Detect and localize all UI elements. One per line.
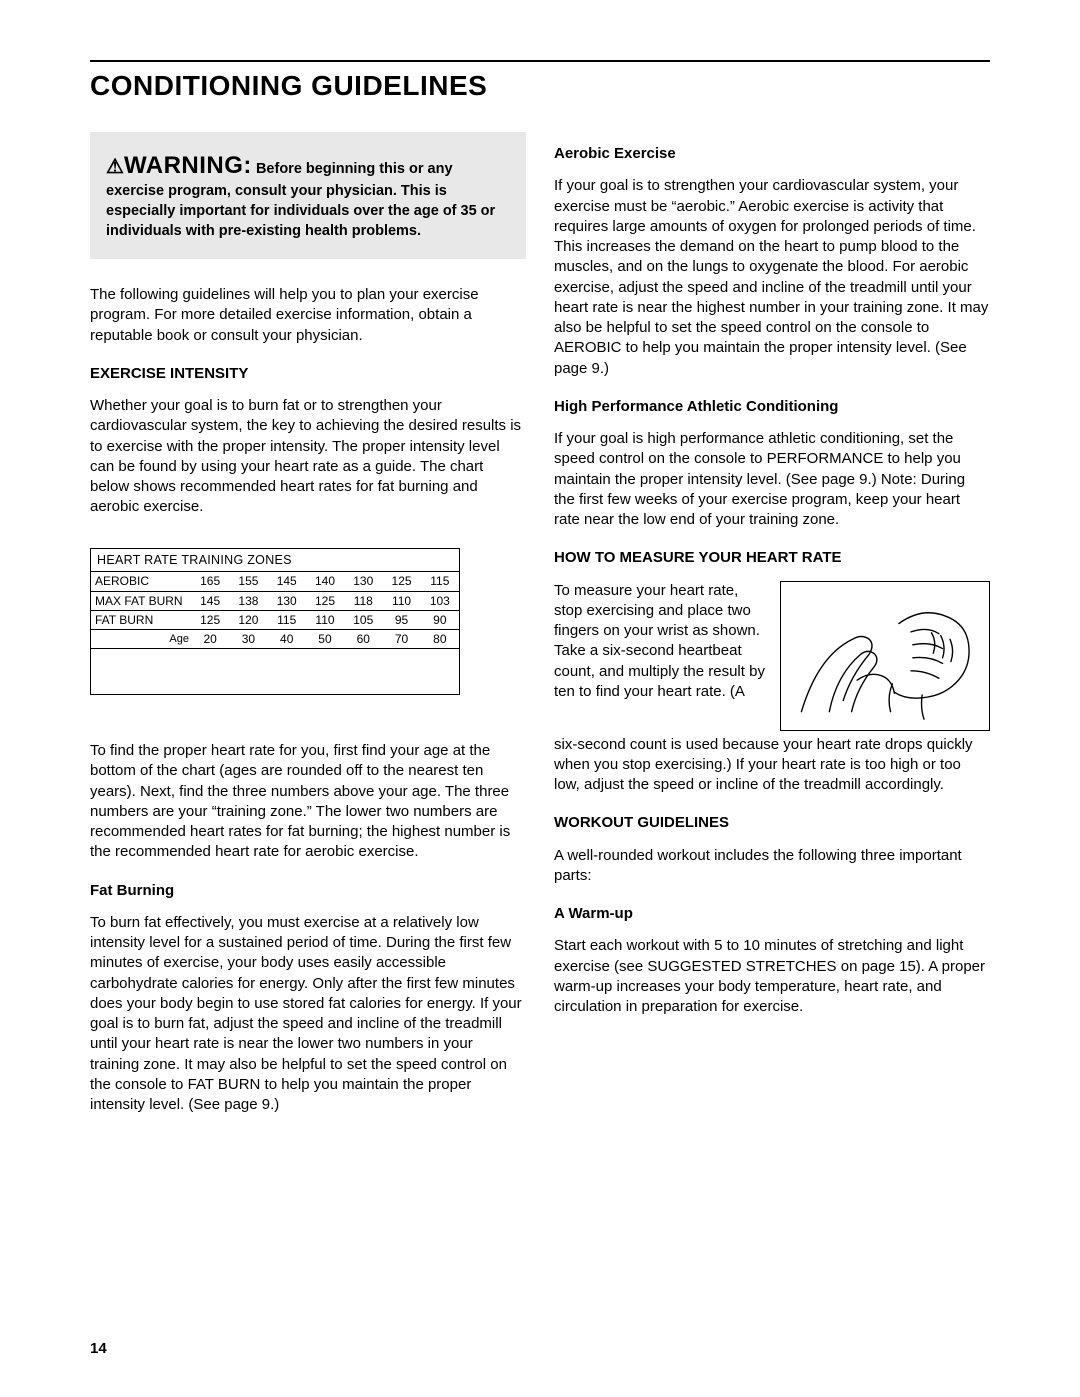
intro-paragraph: The following guidelines will help you t… (90, 285, 526, 346)
hand-icon (790, 591, 980, 721)
table-blank-space (91, 649, 459, 695)
table-row-age: Age 20 30 40 50 60 70 80 (91, 630, 459, 649)
fat-burning-heading: Fat Burning (90, 881, 526, 901)
table-row: AEROBIC 165 155 145 140 130 125 115 (91, 572, 459, 591)
measure-heart-rate-heading: HOW TO MEASURE YOUR HEART RATE (554, 548, 990, 568)
right-column: Aerobic Exercise If your goal is to stre… (554, 132, 990, 1133)
heart-rate-table-title: HEART RATE TRAINING ZONES (91, 549, 459, 573)
measure-heart-rate-paragraph-b: six-second count is used because your he… (554, 735, 990, 796)
page-number: 14 (90, 1340, 107, 1357)
page-title: CONDITIONING GUIDELINES (90, 60, 990, 102)
fat-burning-paragraph: To burn fat effectively, you must exerci… (90, 913, 526, 1116)
measure-heart-rate-paragraph-a: To measure your heart rate, stop exercis… (554, 581, 766, 731)
exercise-intensity-paragraph: Whether your goal is to burn fat or to s… (90, 396, 526, 518)
training-zone-paragraph: To find the proper heart rate for you, f… (90, 741, 526, 863)
warmup-heading: A Warm-up (554, 904, 990, 924)
warning-lead: Before beginning (256, 161, 375, 177)
left-column: ⚠WARNING: Before beginning this or any e… (90, 132, 526, 1133)
high-performance-heading: High Performance Athletic Conditioning (554, 397, 990, 417)
table-row: MAX FAT BURN 145 138 130 125 118 110 103 (91, 591, 459, 610)
warmup-paragraph: Start each workout with 5 to 10 minutes … (554, 936, 990, 1017)
workout-guidelines-heading: WORKOUT GUIDELINES (554, 813, 990, 833)
workout-guidelines-paragraph: A well-rounded workout includes the foll… (554, 846, 990, 887)
exercise-intensity-heading: EXERCISE INTENSITY (90, 364, 526, 384)
warning-box: ⚠WARNING: Before beginning this or any e… (90, 132, 526, 259)
aerobic-exercise-heading: Aerobic Exercise (554, 144, 990, 164)
table-row: FAT BURN 125 120 115 110 105 95 90 (91, 610, 459, 629)
two-column-layout: ⚠WARNING: Before beginning this or any e… (90, 132, 990, 1133)
warning-label: WARNING: (124, 152, 252, 179)
aerobic-exercise-paragraph: If your goal is to strengthen your cardi… (554, 176, 990, 379)
high-performance-paragraph: If your goal is high performance athleti… (554, 429, 990, 530)
heart-rate-table: HEART RATE TRAINING ZONES AEROBIC 165 15… (90, 548, 460, 696)
warning-icon: ⚠ (106, 156, 124, 178)
wrist-pulse-illustration (780, 581, 990, 731)
